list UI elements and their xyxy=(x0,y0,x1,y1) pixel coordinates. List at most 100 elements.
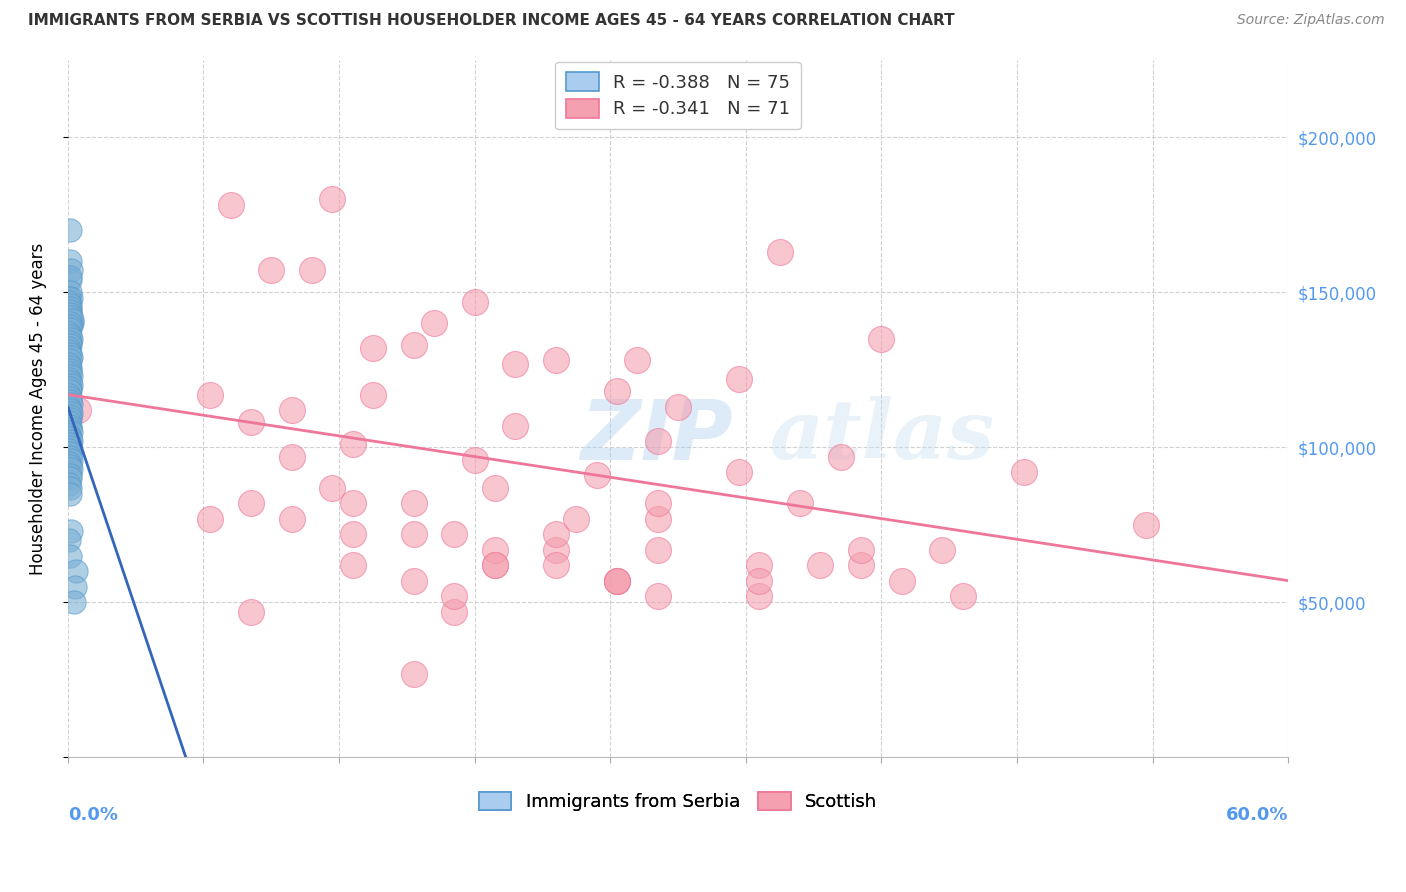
Point xyxy=(59,375,82,389)
Point xyxy=(443,589,465,603)
Point xyxy=(59,406,82,420)
Point xyxy=(59,378,82,392)
Text: atlas: atlas xyxy=(769,396,994,476)
Point xyxy=(58,437,80,451)
Point xyxy=(280,450,302,464)
Point xyxy=(505,357,527,371)
Y-axis label: Householder Income Ages 45 - 64 years: Householder Income Ages 45 - 64 years xyxy=(30,243,46,574)
Point xyxy=(402,338,425,352)
Text: 60.0%: 60.0% xyxy=(1226,806,1288,824)
Point xyxy=(748,574,770,588)
Point xyxy=(59,397,82,411)
Point xyxy=(402,527,425,541)
Text: Source: ZipAtlas.com: Source: ZipAtlas.com xyxy=(1237,13,1385,28)
Point xyxy=(808,558,831,573)
Point xyxy=(342,558,364,573)
Point xyxy=(58,223,80,237)
Point xyxy=(849,542,872,557)
Point xyxy=(565,511,588,525)
Point xyxy=(728,465,751,479)
Point xyxy=(59,481,82,495)
Point xyxy=(748,589,770,603)
Point xyxy=(59,458,82,473)
Point xyxy=(58,477,80,491)
Point xyxy=(59,418,82,433)
Point xyxy=(342,437,364,451)
Point xyxy=(239,605,262,619)
Point xyxy=(59,307,82,321)
Point xyxy=(59,328,82,343)
Point xyxy=(1135,517,1157,532)
Point xyxy=(606,574,628,588)
Point xyxy=(60,316,83,330)
Point xyxy=(59,412,82,426)
Point xyxy=(59,310,82,324)
Point xyxy=(239,416,262,430)
Point xyxy=(59,462,82,476)
Point xyxy=(464,294,486,309)
Point xyxy=(342,527,364,541)
Point xyxy=(647,589,669,603)
Point xyxy=(769,244,792,259)
Point xyxy=(63,595,86,609)
Point xyxy=(484,558,506,573)
Point xyxy=(59,431,82,445)
Point xyxy=(58,393,80,408)
Point xyxy=(849,558,872,573)
Point xyxy=(58,334,80,349)
Point xyxy=(585,468,607,483)
Point xyxy=(626,353,648,368)
Point xyxy=(58,372,80,386)
Point xyxy=(402,496,425,510)
Point xyxy=(1012,465,1035,479)
Point xyxy=(544,558,567,573)
Legend: Immigrants from Serbia, Scottish: Immigrants from Serbia, Scottish xyxy=(471,784,884,818)
Point xyxy=(59,391,82,405)
Point xyxy=(606,574,628,588)
Point xyxy=(59,524,82,538)
Point xyxy=(830,450,852,464)
Point xyxy=(870,332,893,346)
Point xyxy=(647,434,669,448)
Point xyxy=(59,471,82,485)
Point xyxy=(789,496,811,510)
Point xyxy=(59,319,82,334)
Point xyxy=(58,400,80,414)
Point xyxy=(58,366,80,380)
Point xyxy=(342,496,364,510)
Point xyxy=(666,400,689,414)
Point xyxy=(321,481,343,495)
Point xyxy=(484,542,506,557)
Point xyxy=(361,341,384,355)
Point xyxy=(890,574,912,588)
Point xyxy=(58,292,80,306)
Point xyxy=(219,198,242,212)
Point xyxy=(544,353,567,368)
Text: ZIP: ZIP xyxy=(581,396,733,477)
Point xyxy=(443,527,465,541)
Point xyxy=(443,605,465,619)
Point xyxy=(58,357,80,371)
Point xyxy=(58,322,80,336)
Point xyxy=(59,338,82,352)
Point xyxy=(606,384,628,399)
Point xyxy=(59,254,82,268)
Point xyxy=(931,542,953,557)
Point xyxy=(59,297,82,311)
Point xyxy=(59,359,82,374)
Point xyxy=(952,589,974,603)
Point xyxy=(58,443,80,458)
Point xyxy=(58,428,80,442)
Point xyxy=(58,533,80,548)
Point xyxy=(63,580,86,594)
Point xyxy=(65,564,87,578)
Point xyxy=(58,353,80,368)
Point xyxy=(59,440,82,454)
Point xyxy=(280,511,302,525)
Point xyxy=(58,326,80,340)
Point xyxy=(544,527,567,541)
Point xyxy=(59,332,82,346)
Point xyxy=(200,511,222,525)
Point xyxy=(58,387,80,401)
Point xyxy=(58,487,80,501)
